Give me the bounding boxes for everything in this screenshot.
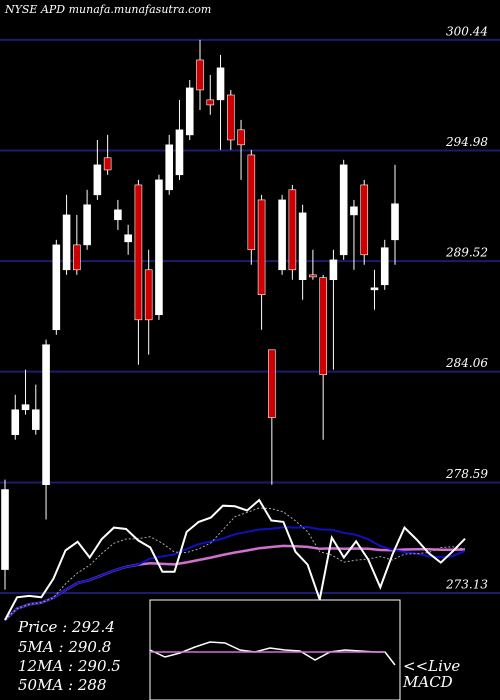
candle-body [360,184,369,256]
candle-body [83,204,91,246]
candle-body [350,206,358,216]
legend-entry: 12MA : 290.5 [18,657,121,675]
candle-body [278,199,286,271]
candle-body [216,67,225,101]
ma5-line [4,507,466,621]
grid: 300.44 294.98 289.52 284.06 278.59 273.13 [0,24,500,595]
candle-body [165,144,174,191]
candle-body [247,154,256,251]
price-line [4,498,466,621]
candle-body [62,214,71,271]
candle-body [11,409,20,435]
live-label: <<Live [403,657,460,675]
candle-body [31,409,40,430]
indicator-lines [4,498,466,621]
candle-body [21,404,30,411]
macd-line [149,641,396,666]
candle-body [309,274,317,278]
y-tick-label: 273.13 [445,578,488,592]
macd-panel [149,599,401,700]
candle-body [370,287,379,291]
candle-body [329,259,338,281]
candle-body [319,277,327,376]
candle-body [42,344,50,485]
candle-body [288,189,297,271]
candle-body [185,87,194,136]
candle-body [196,59,204,91]
candle-body [73,244,81,271]
candle-body [1,489,9,570]
candle-body [52,244,61,331]
y-tick-label: 278.59 [445,467,488,481]
y-tick-label: 284.06 [445,356,488,370]
candle-body [237,129,245,146]
candle-body [144,269,153,321]
candle-body [103,157,112,171]
candle-body [298,212,307,281]
candle-body [155,179,163,316]
legend-entry: 5MA : 290.8 [18,638,111,656]
chart-title: NYSE APD munafa.munafasutra.com [4,3,211,16]
ma12-line [4,525,466,621]
candle-body [391,203,399,241]
candles [1,39,399,590]
legend-entry: 50MA : 288 [18,676,107,694]
candle-body [93,164,102,196]
candle-body [206,99,215,106]
candle-body [124,234,132,243]
legend-entry: Price : 292.4 [17,618,115,636]
y-tick-label: 300.44 [446,24,488,38]
y-tick-label: 289.52 [445,246,488,260]
candle-body [257,199,266,296]
candle-body [226,94,235,141]
candle-body [268,349,276,418]
candle-body [175,129,184,176]
candle-body [114,209,122,221]
candle-body [380,247,389,286]
candle-body [134,184,143,321]
candle-body [339,164,348,256]
macd-label: MACD [402,673,453,691]
y-tick-label: 294.98 [445,135,488,149]
